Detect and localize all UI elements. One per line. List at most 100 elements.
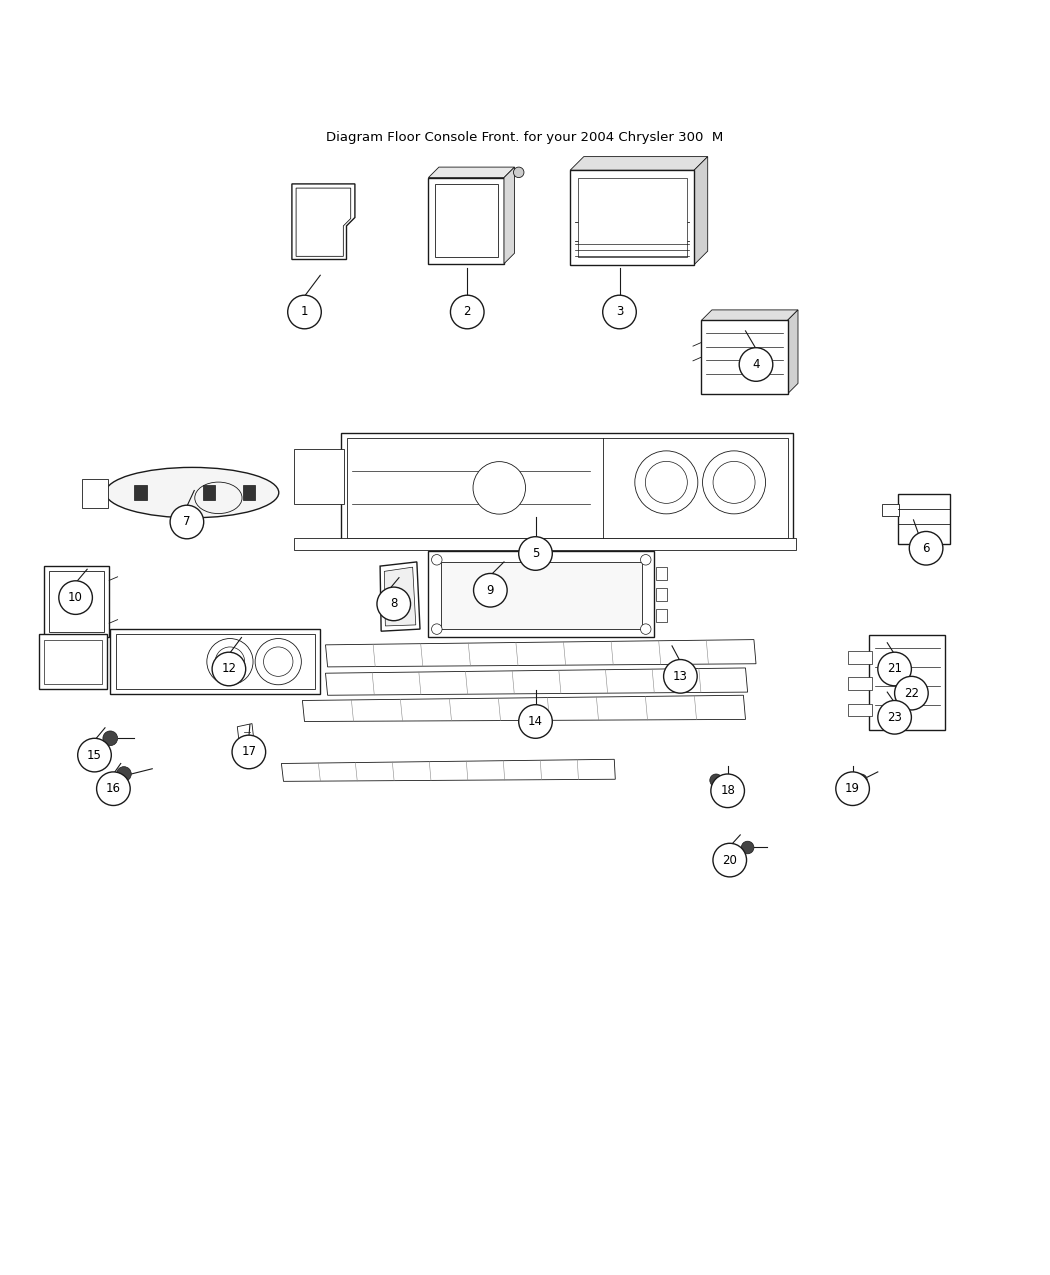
- Circle shape: [264, 646, 293, 676]
- Circle shape: [895, 676, 928, 710]
- Bar: [848, 704, 872, 717]
- Circle shape: [97, 771, 130, 806]
- Text: 1: 1: [300, 306, 309, 319]
- Circle shape: [78, 738, 111, 771]
- Bar: [294, 538, 796, 551]
- Polygon shape: [326, 640, 756, 667]
- Circle shape: [909, 532, 943, 565]
- Bar: [341, 432, 793, 543]
- Text: 2: 2: [463, 306, 471, 319]
- Text: 5: 5: [531, 547, 540, 560]
- Circle shape: [432, 555, 442, 565]
- Circle shape: [513, 167, 524, 177]
- Bar: [110, 629, 320, 694]
- Circle shape: [207, 639, 253, 685]
- Bar: [82, 479, 107, 509]
- Polygon shape: [694, 157, 708, 265]
- Bar: [203, 486, 215, 500]
- Bar: [39, 635, 107, 689]
- Circle shape: [288, 296, 321, 329]
- Circle shape: [474, 574, 507, 607]
- Text: 20: 20: [722, 853, 737, 867]
- Circle shape: [640, 623, 651, 635]
- Circle shape: [711, 774, 744, 807]
- Circle shape: [836, 771, 869, 806]
- Circle shape: [117, 766, 131, 782]
- Bar: [435, 184, 498, 258]
- Bar: [656, 609, 667, 622]
- Bar: [44, 640, 102, 683]
- Polygon shape: [302, 695, 746, 722]
- Circle shape: [640, 555, 651, 565]
- Polygon shape: [570, 157, 708, 171]
- Text: 6: 6: [922, 542, 930, 555]
- Bar: [898, 493, 950, 544]
- Text: Diagram Floor Console Front. for your 2004 Chrysler 300  M: Diagram Floor Console Front. for your 20…: [327, 131, 723, 144]
- Circle shape: [215, 646, 245, 676]
- Bar: [116, 635, 315, 689]
- Polygon shape: [326, 668, 748, 695]
- Text: 7: 7: [183, 515, 191, 529]
- Circle shape: [450, 296, 484, 329]
- Circle shape: [741, 842, 754, 854]
- Circle shape: [603, 296, 636, 329]
- Text: 22: 22: [904, 687, 919, 700]
- Circle shape: [103, 731, 118, 746]
- Bar: [49, 571, 104, 632]
- Bar: [243, 486, 255, 500]
- Circle shape: [710, 774, 722, 787]
- Text: 4: 4: [752, 358, 760, 371]
- Text: 12: 12: [222, 663, 236, 676]
- Circle shape: [432, 623, 442, 635]
- Circle shape: [170, 505, 204, 539]
- Bar: [428, 551, 654, 638]
- Text: 15: 15: [87, 748, 102, 761]
- Circle shape: [377, 586, 411, 621]
- Text: 10: 10: [68, 592, 83, 604]
- Bar: [869, 635, 945, 729]
- Bar: [848, 677, 872, 690]
- Polygon shape: [428, 167, 514, 177]
- Circle shape: [878, 653, 911, 686]
- Text: 19: 19: [845, 782, 860, 796]
- Circle shape: [702, 451, 765, 514]
- Bar: [848, 652, 872, 664]
- Text: 3: 3: [615, 306, 624, 319]
- Text: 8: 8: [390, 598, 398, 611]
- Ellipse shape: [105, 468, 278, 518]
- Circle shape: [255, 639, 301, 685]
- Polygon shape: [504, 167, 514, 264]
- Bar: [294, 449, 344, 505]
- Polygon shape: [281, 760, 615, 782]
- Circle shape: [519, 537, 552, 570]
- Polygon shape: [296, 189, 351, 256]
- Bar: [441, 562, 642, 629]
- Bar: [134, 486, 147, 500]
- Polygon shape: [380, 562, 420, 631]
- Text: 17: 17: [242, 746, 256, 759]
- Text: 9: 9: [486, 584, 495, 597]
- Circle shape: [878, 700, 911, 734]
- Circle shape: [646, 462, 688, 504]
- Circle shape: [739, 348, 773, 381]
- Bar: [656, 588, 667, 601]
- Text: 18: 18: [720, 784, 735, 797]
- Circle shape: [664, 659, 697, 694]
- Bar: [346, 439, 788, 538]
- Polygon shape: [237, 724, 254, 745]
- Bar: [44, 566, 109, 638]
- Circle shape: [212, 653, 246, 686]
- Circle shape: [713, 462, 755, 504]
- Polygon shape: [701, 310, 798, 320]
- Circle shape: [855, 774, 867, 787]
- Circle shape: [635, 451, 698, 514]
- Circle shape: [59, 581, 92, 615]
- Text: 16: 16: [106, 782, 121, 796]
- Polygon shape: [292, 184, 355, 260]
- Text: 21: 21: [887, 663, 902, 676]
- Text: 13: 13: [673, 669, 688, 683]
- Polygon shape: [384, 567, 416, 626]
- Bar: [578, 177, 687, 258]
- Bar: [570, 171, 694, 265]
- Text: 23: 23: [887, 710, 902, 724]
